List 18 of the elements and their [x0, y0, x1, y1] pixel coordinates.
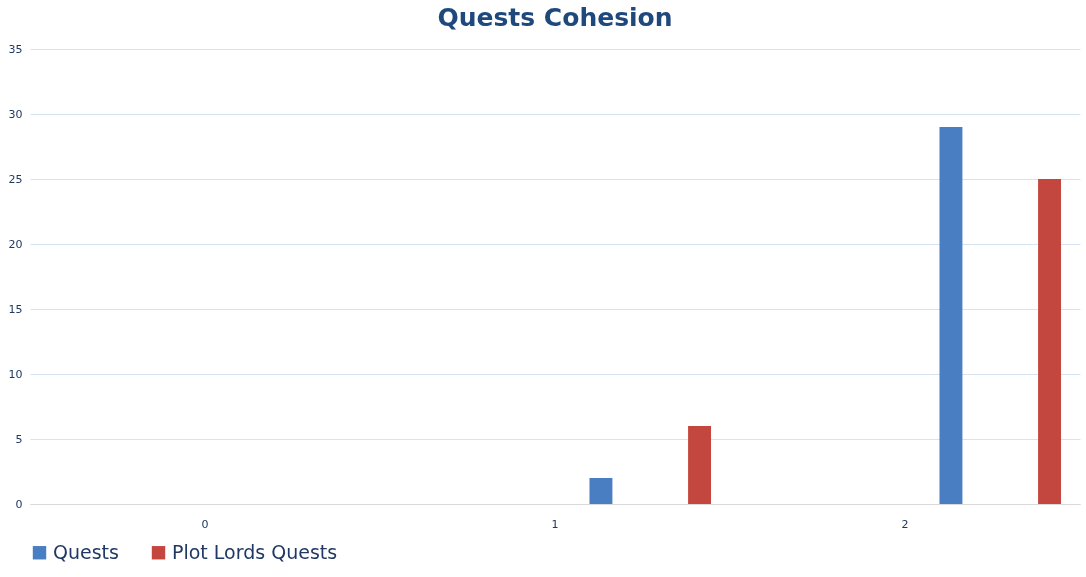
y-tick-label: 35 [8, 42, 23, 56]
x-tick-label: 2 [901, 517, 909, 531]
y-tick-label: 15 [8, 302, 23, 316]
y-tick-label: 10 [8, 367, 23, 381]
bar [939, 127, 963, 504]
chart-title: Quests Cohesion [437, 3, 673, 32]
bar [589, 478, 613, 504]
bar [1038, 179, 1061, 504]
legend-label: Quests [53, 540, 119, 563]
y-tick-label: 0 [15, 497, 23, 511]
y-tick-label: 5 [15, 432, 23, 446]
y-tick-label: 25 [8, 172, 23, 186]
y-tick-label: 30 [8, 107, 23, 121]
y-tick-label: 20 [8, 237, 23, 251]
bar [688, 426, 711, 504]
legend-label: Plot Lords Quests [172, 540, 338, 563]
x-tick-label: 0 [201, 517, 209, 531]
x-tick-label: 1 [551, 517, 559, 531]
